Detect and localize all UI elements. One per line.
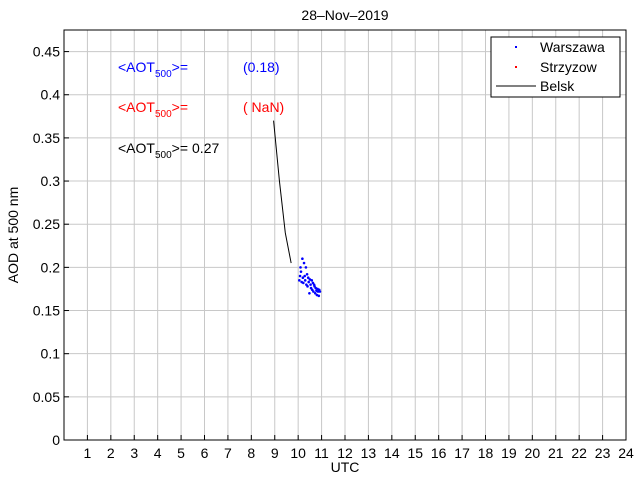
x-tick-label: 24 (618, 445, 634, 461)
annotation-warszawa-value: (0.18) (243, 59, 280, 75)
warszawa-point (301, 257, 304, 261)
y-tick-labels: 0 0.05 0.1 0.15 0.2 0.25 0.3 0.35 0.4 0.45 (33, 44, 60, 448)
x-tick-label: 23 (595, 445, 611, 461)
x-tick-label: 3 (130, 445, 138, 461)
legend-label-strzyzow: Strzyzow (540, 59, 598, 75)
warszawa-point (299, 266, 302, 269)
warszawa-point (298, 274, 302, 278)
plot-frame (63, 29, 627, 441)
warszawa-point (302, 281, 305, 285)
warszawa-point (306, 276, 310, 280)
annotation-warszawa: <AOT500>= (118, 59, 188, 80)
warszawa-point (318, 290, 322, 293)
x-tick-label: 21 (548, 445, 564, 461)
warszawa-point (307, 280, 311, 284)
y-tick-label: 0 (52, 432, 60, 448)
warszawa-point (299, 270, 303, 273)
x-tick-label: 15 (407, 445, 423, 461)
warszawa-point (304, 266, 308, 269)
x-tick-label: 7 (224, 445, 232, 461)
series-belsk (273, 120, 292, 264)
warszawa-point (302, 261, 306, 265)
x-tick-label: 5 (177, 445, 185, 461)
belsk-line (273, 120, 292, 264)
x-tick-label: 17 (454, 445, 470, 461)
x-tick-label: 6 (201, 445, 209, 461)
warszawa-point (303, 279, 307, 282)
y-tick-label: 0.3 (41, 173, 61, 189)
x-tick-label: 14 (384, 445, 400, 461)
annotation-strzyzow: <AOT500>= (118, 99, 188, 120)
chart-title: 28–Nov–2019 (301, 7, 388, 23)
annotations: <AOT500>= (0.18) <AOT500>= ( NaN) <AOT50… (118, 59, 284, 161)
x-tick-label: 2 (107, 445, 115, 461)
x-tick-label: 12 (337, 445, 353, 461)
x-tick-label: 18 (478, 445, 494, 461)
x-tick-label: 20 (525, 445, 541, 461)
x-tick-label: 9 (271, 445, 279, 461)
y-tick-label: 0.45 (33, 44, 60, 60)
x-tick-label: 8 (247, 445, 255, 461)
warszawa-point (310, 279, 314, 282)
y-tick-label: 0.05 (33, 389, 60, 405)
warszawa-point (303, 274, 307, 278)
legend-label-belsk: Belsk (540, 78, 575, 94)
warszawa-point (305, 272, 309, 276)
x-tick-label: 10 (290, 445, 306, 461)
warszawa-point (317, 294, 321, 298)
warszawa-point (301, 276, 305, 280)
warszawa-point (313, 291, 317, 295)
x-tick-label: 1 (84, 445, 92, 461)
legend-marker-strzyzow (515, 66, 517, 68)
y-tick-label: 0.15 (33, 303, 60, 319)
x-tick-label: 4 (154, 445, 162, 461)
legend: Warszawa Strzyzow Belsk (490, 36, 621, 98)
annotation-strzyzow-value: ( NaN) (243, 99, 284, 115)
x-tick-label: 19 (501, 445, 517, 461)
warszawa-point (312, 290, 315, 293)
warszawa-point (306, 285, 309, 288)
x-tick-label: 16 (431, 445, 447, 461)
series-warszawa (298, 257, 322, 298)
y-tick-label: 0.4 (41, 87, 61, 103)
warszawa-point (298, 279, 301, 282)
legend-marker-warszawa (515, 46, 517, 48)
legend-box (490, 36, 621, 98)
legend-label-warszawa: Warszawa (540, 39, 605, 55)
y-tick-label: 0.2 (41, 259, 61, 275)
warszawa-point (309, 283, 312, 286)
x-axis-label: UTC (331, 459, 360, 475)
x-tick-label: 11 (314, 445, 329, 461)
y-tick-label: 0.35 (33, 130, 60, 146)
x-tick-label: 13 (361, 445, 377, 461)
annotation-belsk: <AOT500>= 0.27 (118, 140, 219, 161)
grid (64, 30, 627, 441)
x-tick-label: 22 (571, 445, 587, 461)
y-tick-label: 0.25 (33, 216, 60, 232)
y-tick-label: 0.1 (41, 346, 61, 362)
y-axis-label: AOD at 500 nm (5, 187, 21, 284)
warszawa-point (308, 291, 311, 295)
x-tick-labels: 1 2 3 4 5 6 7 8 9 10 11 12 13 14 15 16 17 18 19 20 21 22 23 24 (84, 445, 634, 461)
